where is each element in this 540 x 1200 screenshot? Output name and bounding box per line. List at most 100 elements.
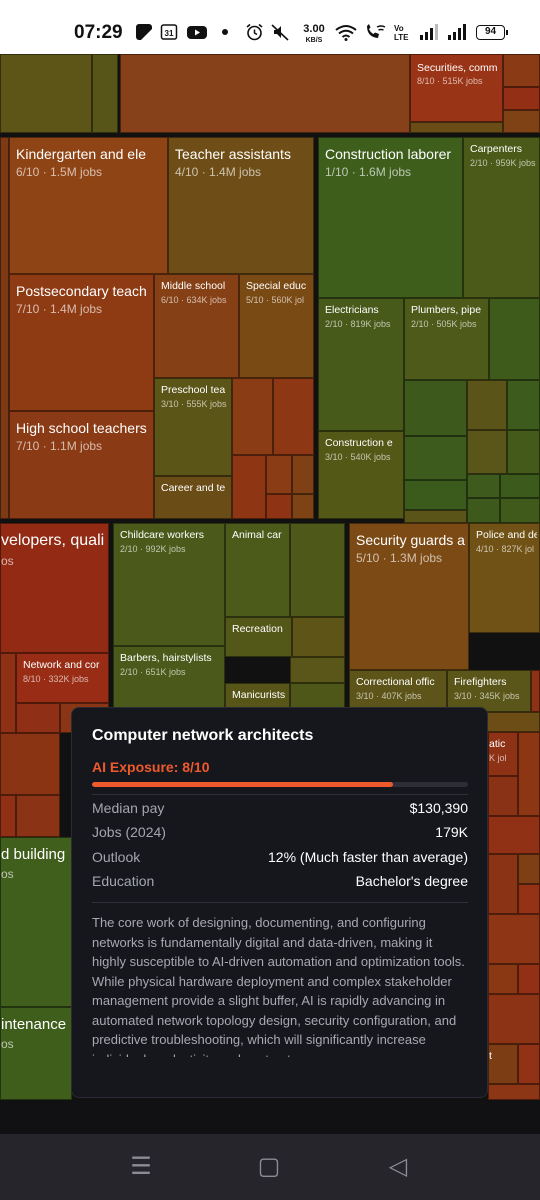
treemap-tile[interactable]: [518, 1044, 540, 1084]
treemap-tile[interactable]: [489, 298, 540, 380]
treemap-tile[interactable]: [467, 430, 507, 474]
treemap-tile[interactable]: [488, 816, 540, 854]
treemap-tile-teacher-assistants[interactable]: Teacher assistants 4/10 · 1.4M jobs: [168, 137, 314, 274]
row-value: 12% (Much faster than average): [268, 849, 468, 865]
treemap-tile[interactable]: [467, 498, 500, 523]
treemap-tile[interactable]: [266, 494, 292, 519]
treemap-tile[interactable]: [488, 1084, 540, 1100]
treemap-tile[interactable]: [518, 884, 540, 914]
treemap-tile-security-guards[interactable]: Security guards and 5/10 · 1.3M jobs: [349, 523, 469, 670]
treemap-tile[interactable]: [503, 110, 540, 133]
treemap-tile[interactable]: [518, 964, 540, 994]
treemap-tile[interactable]: [503, 54, 540, 87]
treemap-tile[interactable]: [232, 455, 266, 519]
treemap-tile[interactable]: [290, 657, 345, 683]
treemap-tile[interactable]: [507, 430, 540, 474]
tile-title: Construction laborer: [325, 146, 452, 162]
treemap-tile[interactable]: [488, 994, 540, 1044]
treemap-tile[interactable]: [404, 510, 467, 523]
treemap-tile[interactable]: [507, 380, 540, 430]
treemap-tile-animal-care[interactable]: Animal car: [225, 523, 290, 617]
treemap-tile[interactable]: [500, 474, 540, 498]
treemap-tile-building[interactable]: d building c os: [0, 837, 72, 1007]
treemap-tile[interactable]: [518, 854, 540, 884]
tile-title: Carpenters: [470, 143, 522, 155]
back-icon[interactable]: ◁: [388, 1153, 408, 1180]
treemap-tile-right-peek-2[interactable]: t: [488, 1044, 518, 1084]
treemap-tile[interactable]: [120, 54, 410, 133]
treemap-tile[interactable]: [0, 54, 92, 133]
tile-subtitle: 3/10 · 407K jobs: [356, 691, 422, 701]
treemap-tile[interactable]: [0, 137, 9, 519]
treemap-tile[interactable]: [503, 87, 540, 110]
treemap-tile[interactable]: [0, 795, 16, 837]
treemap-tile[interactable]: [531, 670, 540, 712]
treemap-tile-right-peek-1[interactable]: atic K jol: [488, 732, 518, 776]
menu-icon[interactable]: ☰: [130, 1153, 152, 1180]
tile-title: Preschool tea: [161, 384, 226, 396]
treemap-tile[interactable]: [404, 380, 467, 436]
treemap-tile[interactable]: [467, 380, 507, 430]
treemap-tile-police[interactable]: Police and de 4/10 · 827K jol: [469, 523, 540, 633]
treemap-tile[interactable]: [290, 523, 345, 617]
treemap-tile-postsecondary[interactable]: Postsecondary teach 7/10 · 1.4M jobs: [9, 274, 154, 411]
tile-subtitle: 3/10 · 555K jobs: [161, 399, 227, 409]
treemap-tile[interactable]: [404, 480, 467, 510]
treemap-tile-plumbers[interactable]: Plumbers, pipe 2/10 · 505K jobs: [404, 298, 489, 380]
treemap-tile-high-school[interactable]: High school teachers 7/10 · 1.1M jobs: [9, 411, 154, 519]
treemap-tile-construction-e[interactable]: Construction e 3/10 · 540K jobs: [318, 431, 404, 519]
treemap-tile-barbers[interactable]: Barbers, hairstylists 2/10 · 651K jobs: [113, 646, 225, 708]
treemap-tile[interactable]: [467, 474, 500, 498]
row-key: Education: [92, 873, 155, 889]
tile-subtitle: os: [1, 867, 14, 881]
treemap-tile[interactable]: [518, 732, 540, 816]
tile-title: Correctional offic: [356, 676, 435, 688]
treemap-tile-carpenters[interactable]: Carpenters 2/10 · 959K jobs: [463, 137, 540, 298]
row-education: Education Bachelor's degree: [92, 873, 468, 893]
treemap-tile-network-and-cor[interactable]: Network and cor 8/10 · 332K jobs: [16, 653, 109, 703]
treemap-tile-correctional[interactable]: Correctional offic 3/10 · 407K jobs: [349, 670, 447, 712]
treemap-tile-construction-laborer[interactable]: Construction laborer 1/10 · 1.6M jobs: [318, 137, 463, 298]
treemap-tile[interactable]: [16, 795, 60, 837]
treemap-tile[interactable]: [488, 914, 540, 964]
treemap-tile[interactable]: [488, 854, 518, 914]
treemap-tile[interactable]: [292, 494, 314, 519]
treemap-tile[interactable]: [266, 455, 292, 494]
row-jobs: Jobs (2024) 179K: [92, 824, 468, 844]
tile-subtitle: os: [1, 554, 14, 568]
treemap-tile-career[interactable]: Career and te: [154, 476, 232, 519]
row-median-pay: Median pay $130,390: [92, 800, 468, 820]
treemap-tile-developers[interactable]: velopers, quali os: [0, 523, 109, 653]
treemap-tile[interactable]: [500, 498, 540, 523]
treemap-tile-kindergarten[interactable]: Kindergarten and ele 6/10 · 1.5M jobs: [9, 137, 168, 274]
treemap-tile-childcare[interactable]: Childcare workers 2/10 · 992K jobs: [113, 523, 225, 646]
treemap-tile[interactable]: [0, 653, 16, 733]
treemap-tile-special-educ[interactable]: Special educ 5/10 · 560K jol: [239, 274, 314, 378]
treemap-tile[interactable]: [404, 436, 467, 480]
treemap-tile-electricians[interactable]: Electricians 2/10 · 819K jobs: [318, 298, 404, 431]
tile-subtitle: 7/10 · 1.4M jobs: [16, 302, 103, 316]
treemap-tile[interactable]: [488, 776, 518, 816]
tile-title: Securities, comm: [417, 62, 498, 74]
treemap-tile[interactable]: [292, 455, 314, 494]
treemap-tile-maintenance[interactable]: intenance os: [0, 1007, 72, 1100]
treemap-tile[interactable]: [292, 617, 345, 657]
home-icon[interactable]: ▢: [257, 1153, 281, 1180]
treemap-tile[interactable]: [488, 964, 518, 994]
treemap-tile[interactable]: [0, 733, 60, 795]
treemap-tile-middle-school[interactable]: Middle school 6/10 · 634K jobs: [154, 274, 239, 378]
treemap-tile-securities[interactable]: Securities, comm 8/10 · 515K jobs: [410, 54, 503, 122]
treemap-tile[interactable]: [232, 378, 273, 455]
row-value: Bachelor's degree: [355, 873, 468, 889]
treemap-tile[interactable]: [410, 122, 503, 133]
treemap-tile[interactable]: [273, 378, 314, 455]
tile-title: Security guards and: [356, 532, 466, 548]
tile-title: Recreation: [232, 623, 283, 635]
treemap-tile-recreation[interactable]: Recreation: [225, 617, 292, 657]
treemap-tile-preschool[interactable]: Preschool tea 3/10 · 555K jobs: [154, 378, 232, 476]
treemap-tile-firefighters[interactable]: Firefighters 3/10 · 345K jobs: [447, 670, 531, 712]
navigation-bar: ☰ ▢ ◁: [0, 1134, 540, 1200]
treemap-tile[interactable]: [92, 54, 118, 133]
treemap-tile[interactable]: [16, 703, 60, 733]
tile-title: Animal car: [232, 529, 282, 541]
